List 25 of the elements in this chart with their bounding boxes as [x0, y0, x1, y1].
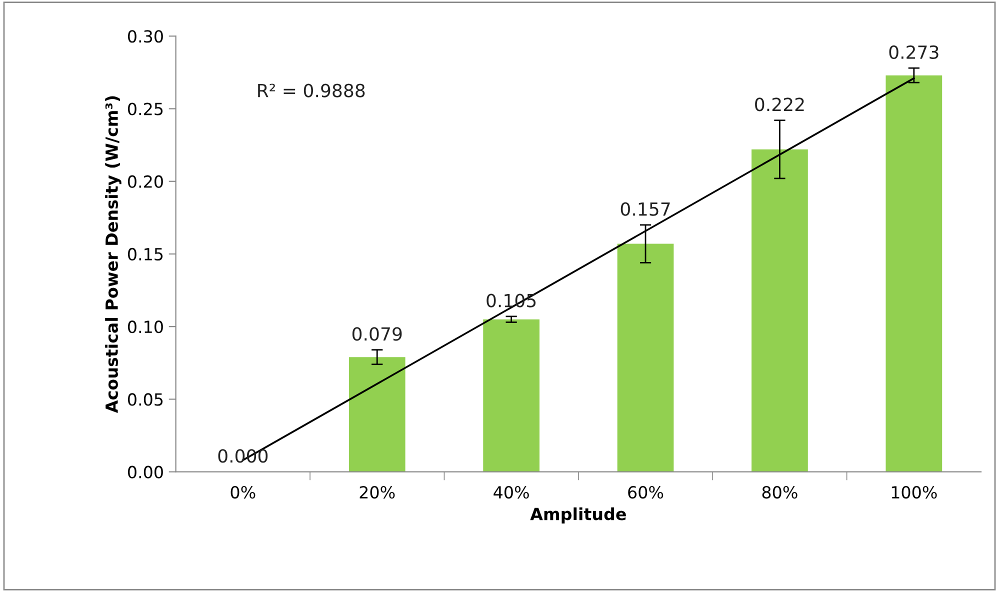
y-axis-title: Acoustical Power Density (W/cm³) [105, 96, 122, 414]
bar [752, 149, 808, 472]
data-label: 0.222 [755, 98, 804, 112]
data-label: 0.079 [352, 327, 402, 341]
y-tick-label: 0.15 [128, 248, 163, 261]
x-axis-title: Amplitude [530, 507, 626, 524]
y-tick-label: 0.00 [128, 466, 163, 478]
y-tick-label: 0.30 [128, 30, 163, 43]
x-tick-label: 20% [360, 486, 395, 499]
annotation: R² = 0.9888 [258, 84, 365, 98]
x-tick-label: 40% [494, 486, 529, 499]
x-tick-label: 80% [762, 486, 798, 499]
bar [886, 75, 942, 472]
bar [617, 244, 674, 472]
y-tick-label: 0.20 [128, 175, 163, 188]
x-tick-label: 100% [892, 486, 937, 499]
x-tick-label: 0% [230, 486, 256, 499]
y-tick-label: 0.10 [128, 320, 163, 334]
data-label: 0.273 [889, 45, 938, 60]
data-label: 0.157 [620, 202, 670, 216]
y-tick-label: 0.05 [128, 393, 163, 406]
x-tick-label: 60% [628, 486, 664, 499]
bar [483, 319, 540, 472]
bar [348, 357, 406, 472]
y-tick-label: 0.25 [128, 102, 163, 116]
